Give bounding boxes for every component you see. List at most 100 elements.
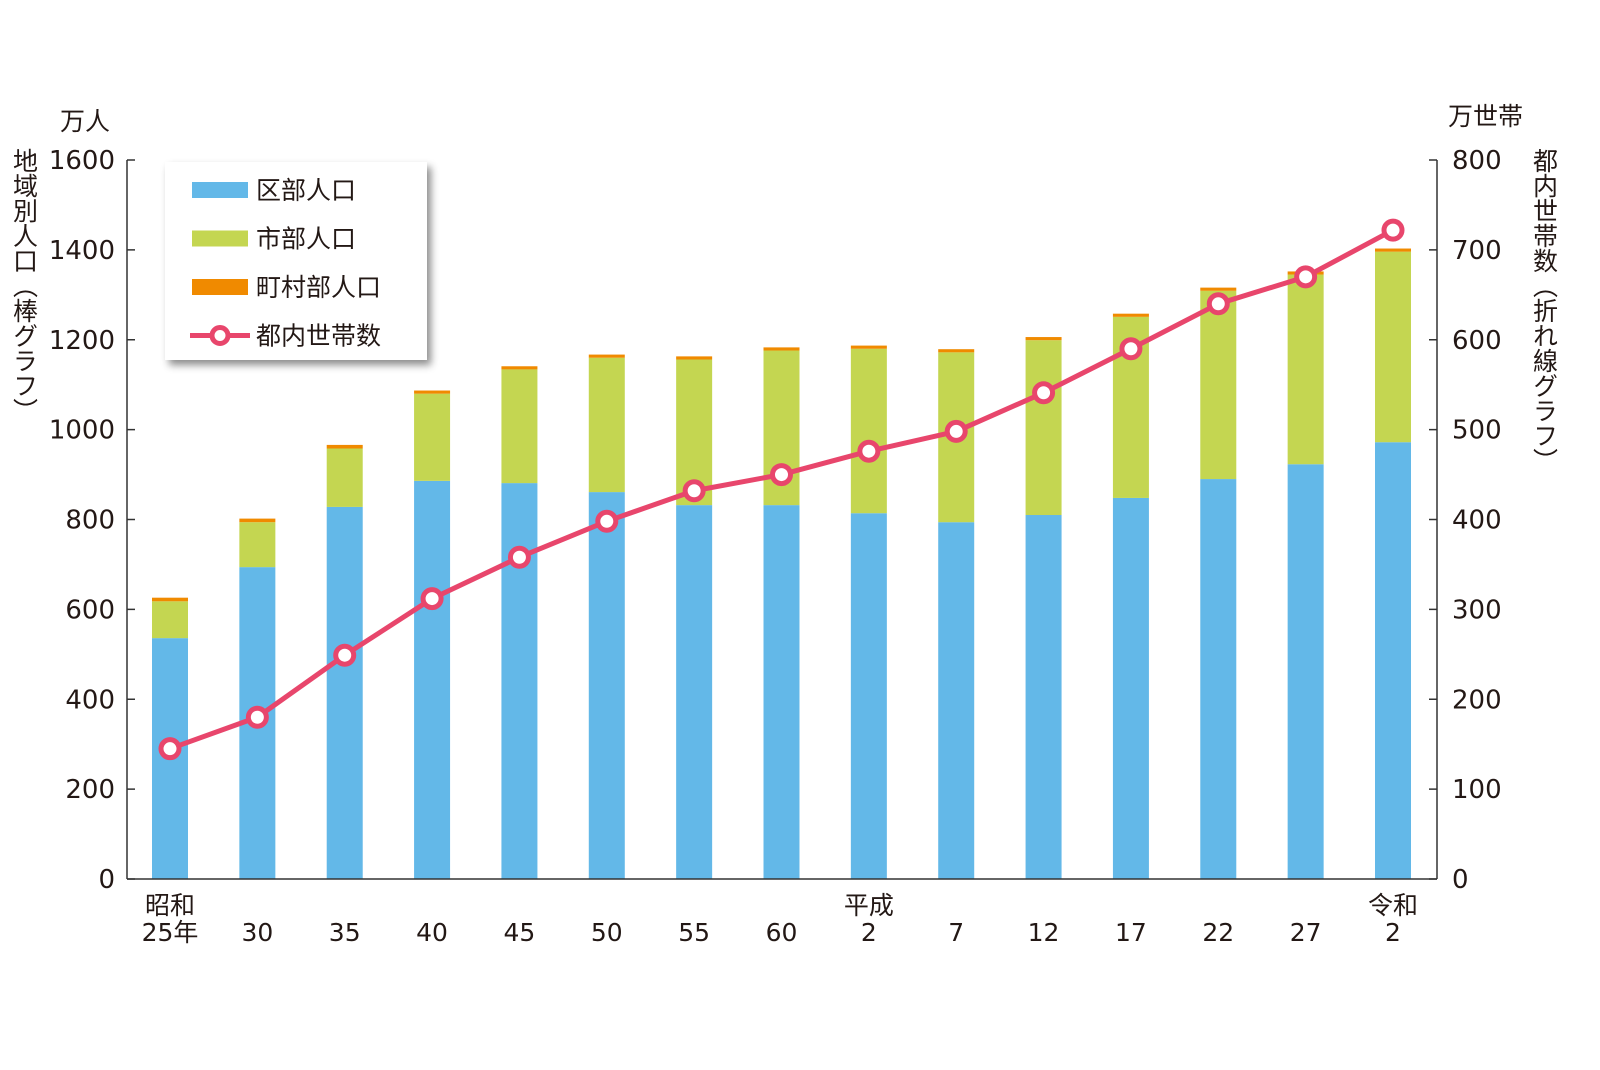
x-tick-label: 7 bbox=[948, 918, 964, 947]
household-point bbox=[333, 643, 357, 667]
x-tick-label: 60 bbox=[766, 918, 798, 947]
bar-city bbox=[1025, 340, 1062, 516]
bar-city bbox=[1200, 290, 1237, 480]
x-tick-label: 45 bbox=[504, 918, 536, 947]
bar-city bbox=[326, 448, 363, 507]
right-axis-unit: 万世帯 bbox=[1448, 102, 1523, 131]
bar-city bbox=[1375, 251, 1411, 443]
left-tick-label: 800 bbox=[65, 506, 115, 536]
household-point bbox=[158, 737, 182, 761]
right-tick-label: 100 bbox=[1452, 775, 1502, 805]
x-tick-label: 25年 bbox=[142, 918, 199, 947]
bar-city bbox=[850, 348, 887, 514]
bar-ward bbox=[1112, 497, 1149, 879]
bar-ward bbox=[850, 513, 887, 879]
bar-ward bbox=[763, 505, 800, 879]
left-tick-label: 400 bbox=[65, 685, 115, 715]
left-tick-label: 1200 bbox=[49, 326, 115, 356]
bar-town bbox=[1112, 313, 1149, 317]
bar-ward bbox=[414, 480, 451, 879]
line-layer bbox=[158, 218, 1405, 761]
right-tick-label: 400 bbox=[1452, 506, 1502, 536]
household-point bbox=[420, 587, 444, 611]
x-tick-label-era: 令和 bbox=[1368, 891, 1418, 920]
bar-city bbox=[501, 369, 538, 484]
bar-town bbox=[326, 444, 363, 449]
left-tick-label: 0 bbox=[98, 865, 115, 895]
left-axis-title: 地域別人口（棒グラフ） bbox=[10, 148, 39, 423]
x-tick-label: 12 bbox=[1028, 918, 1060, 947]
x-tick-label: 40 bbox=[416, 918, 448, 947]
bar-town bbox=[1375, 248, 1411, 252]
left-tick-label: 1000 bbox=[49, 416, 115, 446]
right-tick-label: 600 bbox=[1452, 326, 1502, 356]
right-tick-label: 500 bbox=[1452, 416, 1502, 446]
bar-ward bbox=[1375, 442, 1411, 879]
legend-swatch bbox=[192, 182, 248, 198]
legend-swatch bbox=[192, 279, 248, 295]
left-axis-unit: 万人 bbox=[60, 107, 110, 136]
bar-town bbox=[588, 354, 625, 358]
legend-label: 市部人口 bbox=[256, 225, 356, 254]
x-tick-label: 22 bbox=[1202, 918, 1234, 947]
bar-town bbox=[414, 390, 451, 394]
right-tick-label: 0 bbox=[1452, 865, 1469, 895]
right-tick-label: 200 bbox=[1452, 685, 1502, 715]
household-point bbox=[507, 545, 531, 569]
bar-town bbox=[1200, 287, 1237, 291]
left-tick-label: 1600 bbox=[49, 146, 115, 176]
bar-town bbox=[763, 347, 800, 351]
legend-label: 区部人口 bbox=[256, 176, 356, 205]
bar-town bbox=[501, 366, 538, 370]
left-tick-label: 600 bbox=[65, 595, 115, 625]
household-point bbox=[770, 463, 793, 487]
x-tick-label: 55 bbox=[678, 918, 710, 947]
bar-city bbox=[414, 393, 451, 481]
x-tick-label: 30 bbox=[241, 918, 273, 947]
x-tick-label: 2 bbox=[1385, 918, 1401, 947]
legend-label: 町村部人口 bbox=[256, 273, 381, 302]
bar-ward bbox=[588, 492, 625, 879]
x-tick-label-era: 平成 bbox=[844, 891, 894, 920]
x-tick-label-era: 昭和 bbox=[145, 891, 195, 920]
right-tick-label: 300 bbox=[1452, 595, 1502, 625]
household-point bbox=[1032, 381, 1056, 405]
bar-city bbox=[239, 522, 276, 568]
bar-ward bbox=[1287, 464, 1324, 879]
x-tick-label: 2 bbox=[861, 918, 877, 947]
household-point bbox=[682, 479, 706, 503]
left-tick-label: 1400 bbox=[49, 236, 115, 266]
bar-city bbox=[1287, 274, 1324, 465]
x-tick-label: 35 bbox=[329, 918, 361, 947]
right-tick-label: 700 bbox=[1452, 236, 1502, 266]
bar-ward bbox=[1025, 515, 1062, 879]
bar-city bbox=[152, 601, 188, 639]
legend-swatch bbox=[192, 230, 248, 247]
right-tick-label: 800 bbox=[1452, 146, 1502, 176]
bar-town bbox=[938, 349, 975, 353]
household-point bbox=[1381, 218, 1405, 242]
right-axis-title: 都内世帯数（折れ線グラフ） bbox=[1530, 148, 1559, 473]
left-tick-label: 200 bbox=[65, 775, 115, 805]
household-point bbox=[1294, 265, 1318, 289]
bar-town bbox=[152, 597, 188, 602]
household-point bbox=[1206, 292, 1230, 316]
x-tick-label: 27 bbox=[1290, 918, 1322, 947]
bar-city bbox=[588, 357, 625, 493]
legend-label: 都内世帯数 bbox=[256, 322, 381, 351]
bar-ward bbox=[326, 506, 363, 879]
legend-marker bbox=[209, 325, 231, 346]
x-tick-label: 17 bbox=[1115, 918, 1147, 947]
household-point bbox=[857, 439, 881, 463]
bar-town bbox=[1025, 337, 1062, 341]
household-point bbox=[595, 509, 619, 533]
x-tick-label: 50 bbox=[591, 918, 623, 947]
household-point bbox=[245, 705, 269, 729]
household-point bbox=[944, 419, 968, 443]
bars-layer bbox=[152, 248, 1411, 879]
bar-town bbox=[850, 345, 887, 349]
bar-ward bbox=[938, 522, 975, 879]
bar-ward bbox=[501, 483, 538, 879]
